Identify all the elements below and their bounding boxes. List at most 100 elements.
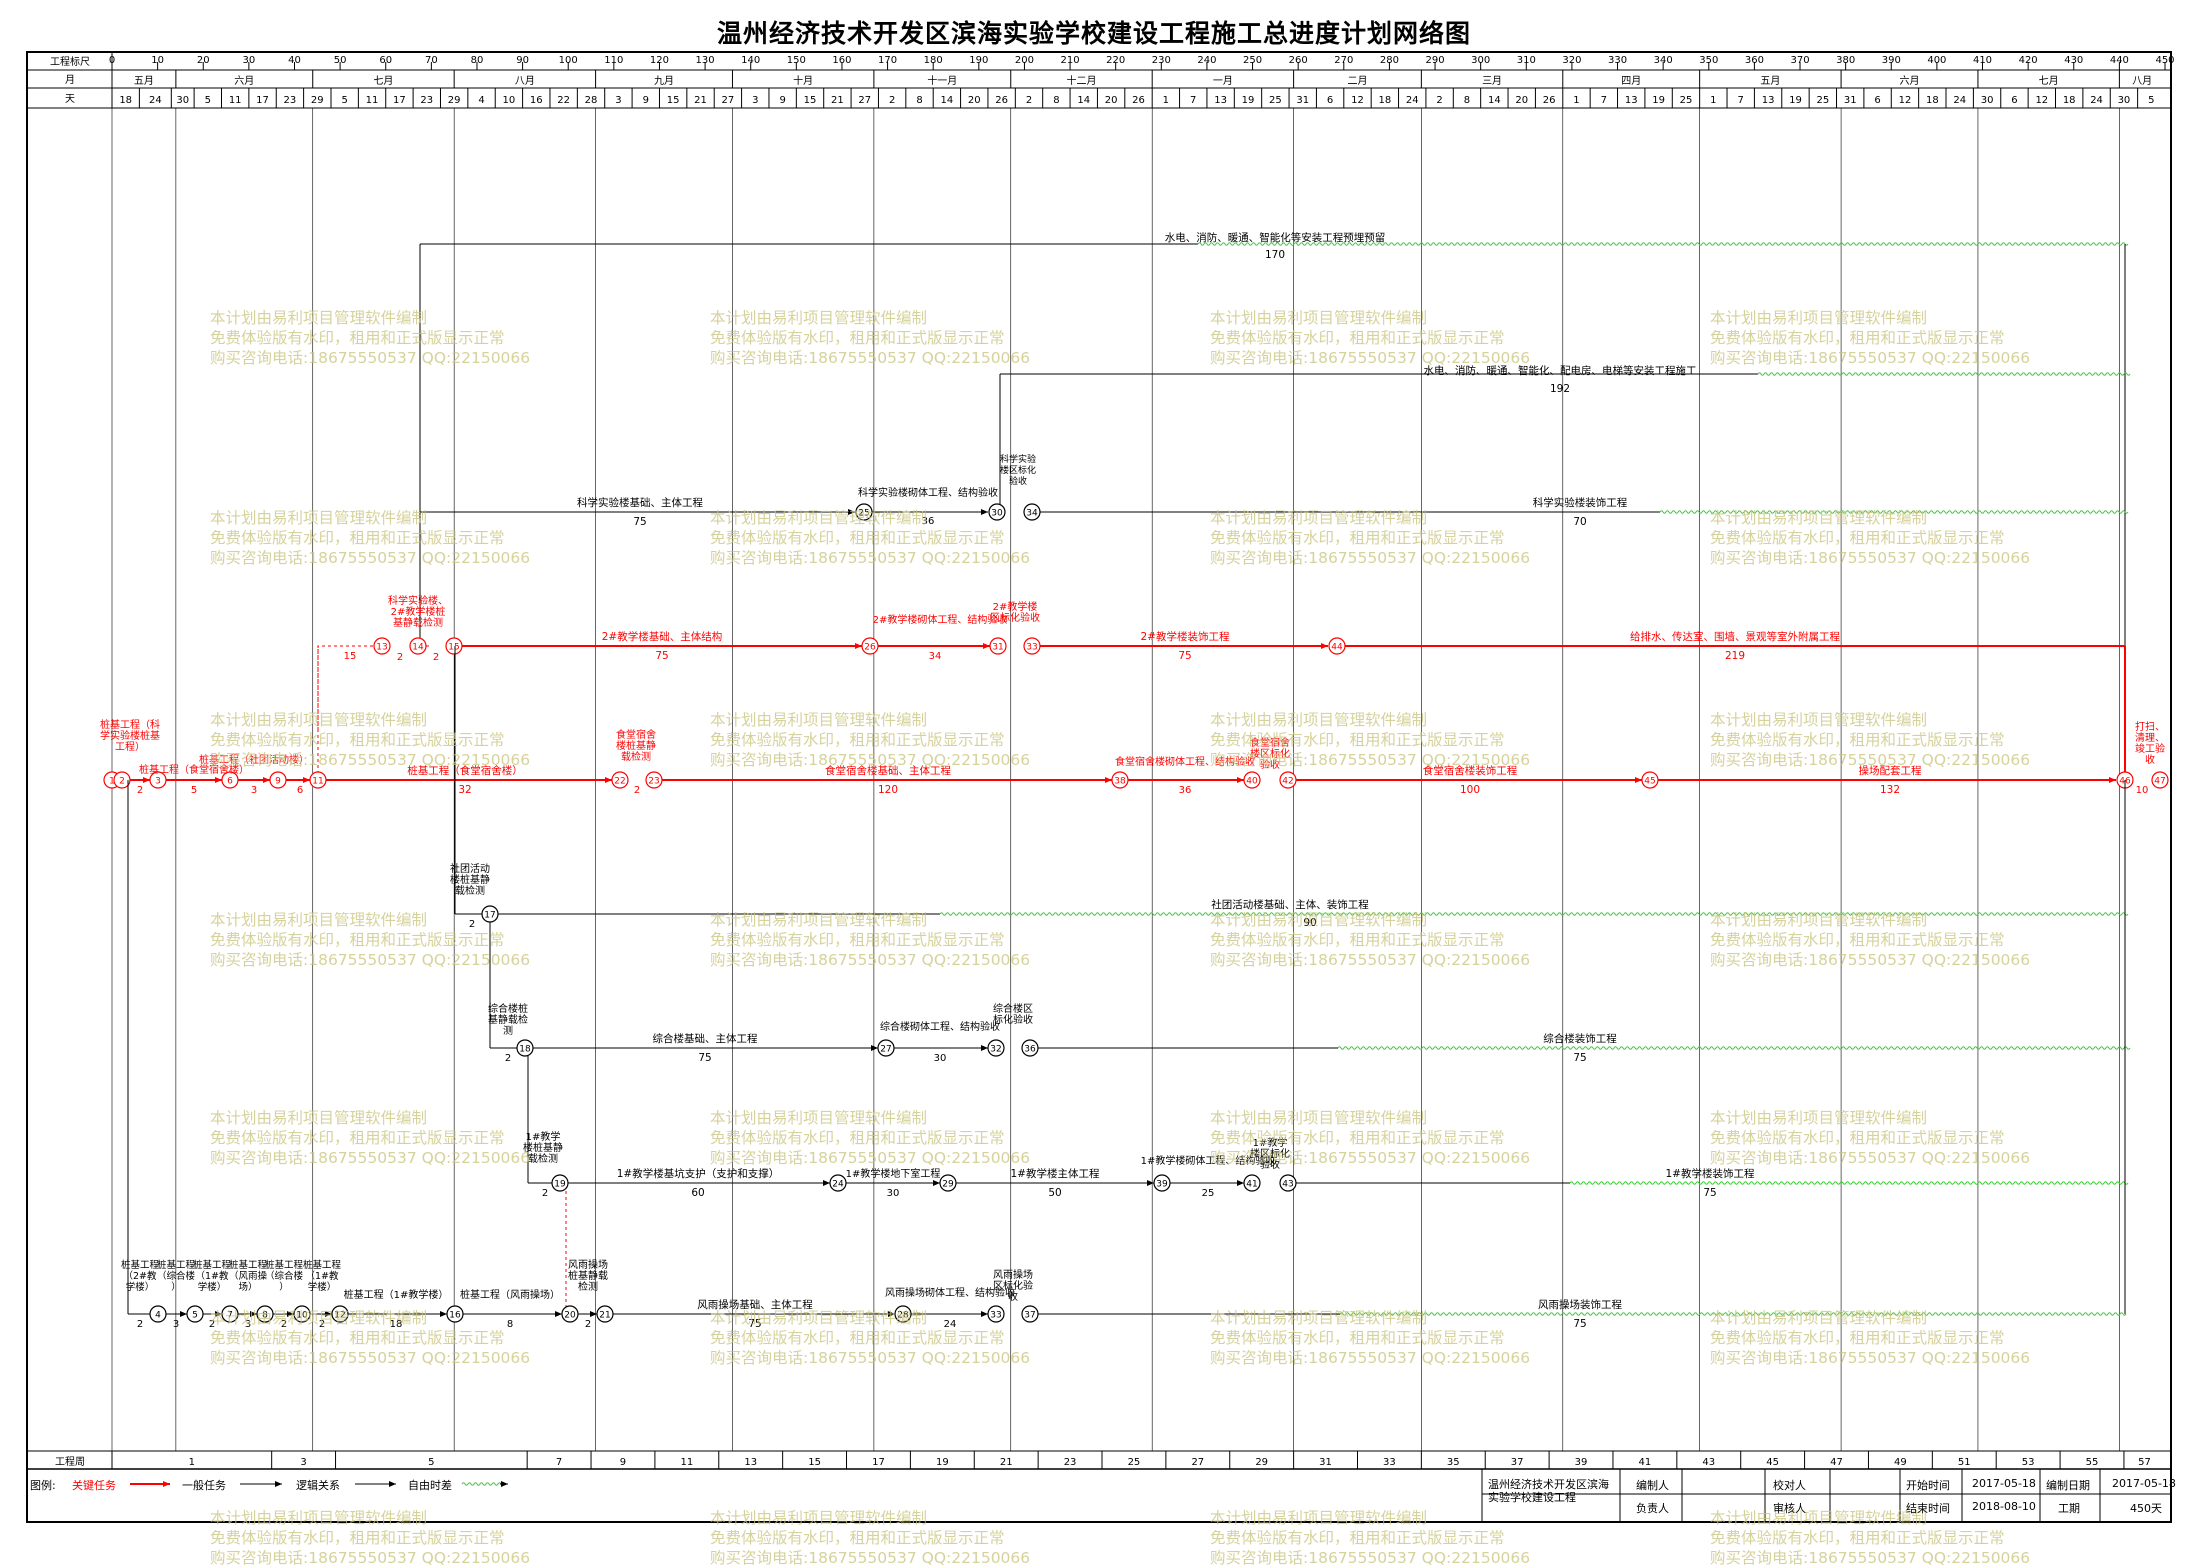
week-label: 21 [1000,1457,1013,1468]
scale-tick-label: 0 [109,55,115,66]
activity-label: 1#教学楼基坑支护（支护和支撑） [617,1167,779,1180]
event-node-number: 33 [990,1311,1001,1321]
day-label: 25 [1680,95,1693,106]
info-checker-label: 校对人 [1773,1479,1806,1492]
day-label: 27 [858,95,871,106]
week-label: 1 [189,1457,195,1468]
activity-label: ） [279,1281,289,1293]
event-node-number: 26 [864,643,876,653]
activity-label: 桩基工程（食堂宿舍楼） [407,764,523,777]
week-label: 45 [1766,1457,1779,1468]
month-label: 七月 [2039,75,2059,87]
day-label: 25 [1269,95,1282,106]
activity-label: 桩基工程（1#教学楼） [344,1288,449,1301]
day-label: 9 [643,95,649,106]
scale-tick-label: 230 [1152,55,1171,66]
day-label: 3 [615,95,621,106]
event-node-number: 29 [942,1180,954,1190]
arrowhead [983,643,990,649]
arrowhead [605,777,612,783]
scale-tick-label: 200 [1015,55,1034,66]
activity-label: 桩基工程 [193,1259,232,1271]
activity-duration: 132 [1880,784,1900,796]
info-end-label: 结束时间 [1906,1502,1950,1515]
week-label: 5 [428,1457,434,1468]
day-label: 7 [1190,95,1196,106]
milestone-label: 楼区标化 [1250,1147,1290,1160]
day-label: 26 [1543,95,1556,106]
milestone-label: 楼区标化 [1000,464,1036,476]
week-label: 13 [744,1457,757,1468]
event-node-number: 39 [1156,1180,1168,1190]
arrowhead [855,643,862,649]
event-node-number: 43 [1282,1180,1293,1190]
event-node-number: 32 [990,1045,1001,1055]
activity-label: 科学实验楼基础、主体工程 [577,496,703,509]
event-node [409,637,427,655]
milestone-label: 收 [1008,1290,1018,1303]
day-label: 20 [968,95,981,106]
activity-label: 1#教学楼砌体工程、结构验收 [1141,1154,1276,1167]
week-label: 57 [2138,1457,2151,1468]
activity-label: 操场配套工程 [1859,764,1922,777]
activity-label: （风雨操 [229,1270,268,1282]
milestone-label: 打扫、 [2135,720,2165,733]
day-label: 20 [1515,95,1528,106]
event-node-number: 10 [296,1311,308,1321]
activity-label: 桩基工程（社团活动楼） [199,753,309,766]
scale-tick-label: 350 [1699,55,1718,66]
day-label: 4 [478,95,484,106]
day-label: 2 [1436,95,1442,106]
milestone-label: 学实验楼桩基 [100,729,160,742]
activity-duration: 2 [397,652,403,663]
row-label-week: 工程周 [55,1456,85,1468]
activity-duration: 30 [934,1053,947,1064]
day-label: 24 [2090,95,2103,106]
arrowhead [215,777,222,783]
info-compile-label: 编制日期 [2046,1479,2090,1492]
event-node-number: 45 [1644,777,1655,787]
activity-label: （1#教 [195,1270,229,1282]
day-label: 21 [831,95,844,106]
activity-duration: 2 [585,1319,591,1330]
arrowhead [1321,643,1328,649]
scale-tick-label: 360 [1745,55,1764,66]
activity-label: 水电、消防、暖通、智能化、配电房、电梯等安装工程施工 [1424,364,1697,377]
scale-tick-label: 410 [1973,55,1992,66]
event-node-number: 47 [2154,777,2165,787]
month-label: 二月 [1347,75,1367,87]
scale-tick-label: 180 [924,55,943,66]
milestone-label: 楼区标化 [1250,747,1290,760]
activity-duration: 2 [542,1188,548,1199]
row-label-scale: 工程标尺 [50,56,90,68]
scale-tick-label: 310 [1517,55,1536,66]
day-label: 18 [119,95,132,106]
event-node-number: 21 [599,1311,610,1321]
event-node-number: 17 [484,911,495,921]
milestone-label: 载检测 [621,750,651,763]
scale-tick-label: 290 [1425,55,1444,66]
event-node-number: 23 [648,777,659,787]
month-label: 八月 [515,75,535,87]
activity-duration: 90 [1303,917,1316,929]
day-label: 24 [1406,95,1419,106]
event-node-number: 12 [334,1311,345,1321]
activity-duration: 60 [691,1187,704,1199]
arrowhead [143,777,150,783]
scale-tick-label: 370 [1790,55,1809,66]
event-node-number: 25 [858,509,869,519]
month-label: 六月 [234,75,254,87]
activity-duration: 3 [245,1319,251,1330]
scale-tick-label: 100 [559,55,578,66]
activity-duration: 219 [1725,650,1745,662]
day-label: 24 [149,95,162,106]
milestone-label: 区标化验收 [990,611,1040,624]
event-node-number: 8 [262,1311,268,1321]
month-label: 三月 [1482,75,1502,87]
milestone-label: 社团活动 [450,862,490,875]
event-node [989,637,1007,655]
week-label: 53 [2022,1457,2035,1468]
activity-duration: 2 [137,1319,143,1330]
milestone-label: 1#教学 [526,1130,561,1143]
activity-duration: 2 [319,1319,325,1330]
